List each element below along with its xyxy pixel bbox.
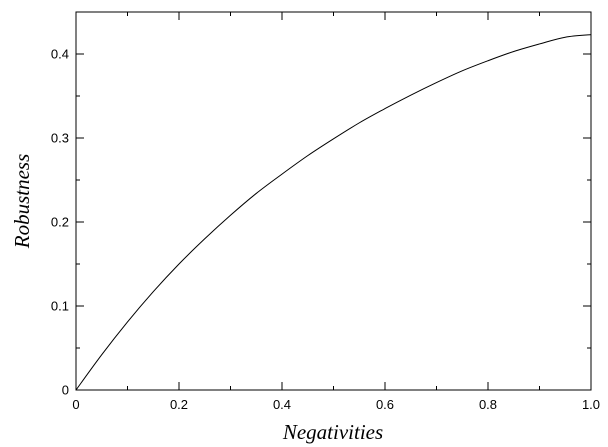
- y-tick-label: 0.1: [51, 299, 69, 314]
- y-tick-label: 0.3: [51, 131, 69, 146]
- axis-ticks: [75, 11, 592, 391]
- robustness-curve: [75, 34, 592, 391]
- x-tick-label: 0.4: [273, 397, 291, 412]
- y-axis-title: Robustness: [10, 154, 34, 250]
- x-tick-label: 0.6: [376, 397, 394, 412]
- y-tick-label: 0.2: [51, 215, 69, 230]
- plot-frame: [75, 11, 592, 391]
- x-tick-label: 0.8: [479, 397, 497, 412]
- x-tick-label: 0.2: [170, 397, 188, 412]
- y-tick-label: 0.4: [51, 47, 69, 62]
- x-axis-title: Negativities: [282, 420, 383, 444]
- x-tick-label: 0: [72, 397, 79, 412]
- tick-labels: 0 0.2 0.4 0.6 0.8 1.0 0 0.1 0.2 0.3 0.4: [51, 47, 600, 413]
- x-tick-label: 1.0: [582, 397, 600, 412]
- y-tick-label: 0: [62, 383, 69, 398]
